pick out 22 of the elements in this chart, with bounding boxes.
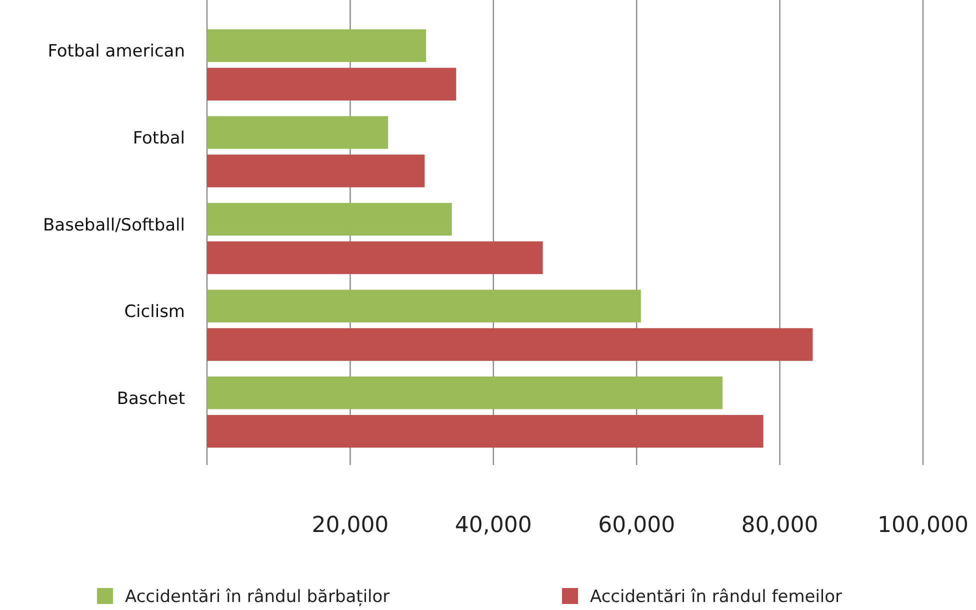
legend-label: Accidentări în rândul bărbaților xyxy=(125,587,390,607)
bar xyxy=(207,202,452,236)
bar xyxy=(207,154,425,188)
x-tick-label: 60,000 xyxy=(598,513,676,538)
y-tick-label: Baseball/Softball xyxy=(43,215,185,236)
y-tick-label: Ciclism xyxy=(124,302,185,322)
x-tick-label: 80,000 xyxy=(741,513,818,538)
x-tick-label: 100,000 xyxy=(878,513,968,538)
bar xyxy=(207,241,543,274)
bar xyxy=(207,414,764,448)
bar xyxy=(207,290,641,322)
y-tick-label: Fotbal american xyxy=(48,42,185,62)
y-tick-label: Fotbal xyxy=(132,128,185,148)
bar xyxy=(207,68,456,101)
legend-label: Accidentări în rândul femeilor xyxy=(590,587,842,607)
x-tick-label: 20,000 xyxy=(312,513,389,538)
bar xyxy=(207,29,426,62)
x-tick-label: 40,000 xyxy=(454,513,532,538)
bar xyxy=(207,376,723,410)
y-tick-label: Baschet xyxy=(116,388,186,409)
bar xyxy=(207,116,388,149)
bar xyxy=(207,328,813,361)
